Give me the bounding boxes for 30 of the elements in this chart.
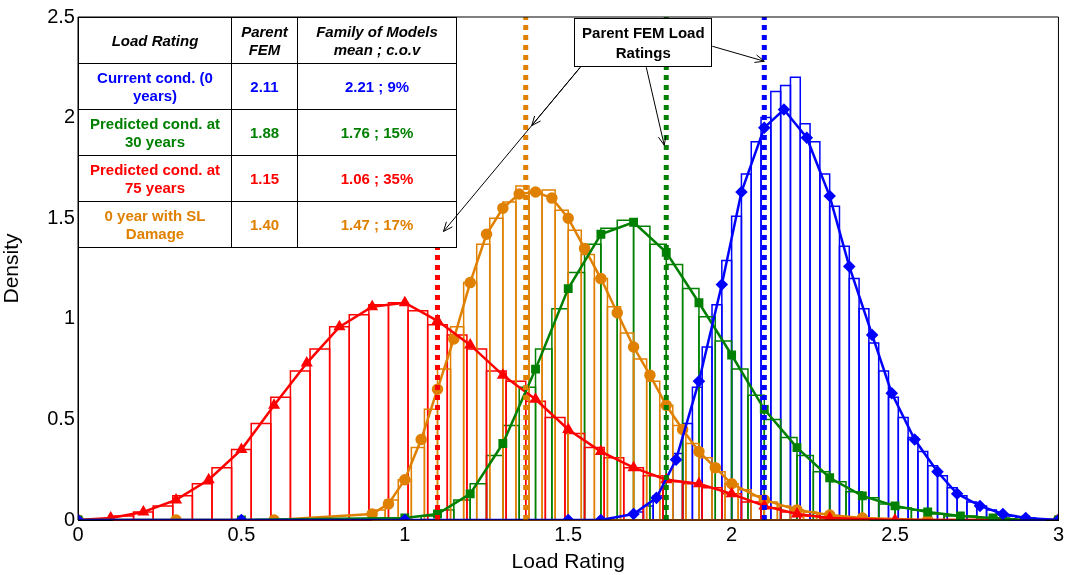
- x-axis-title: Load Rating: [511, 549, 625, 573]
- y-tick-label: 2.5: [47, 4, 75, 27]
- y-axis-title: Density: [0, 232, 23, 304]
- annotation: 1.47 ; 17%: [297, 201, 457, 248]
- y-tick-label: 1.5: [47, 205, 75, 228]
- annotation: 2.11: [231, 63, 298, 110]
- x-tick-label: 1.5: [554, 522, 583, 545]
- annotation: 1.06 ; 35%: [297, 155, 457, 202]
- annotation: Parent FEM: [231, 17, 298, 64]
- annotation: 1.40: [231, 201, 298, 248]
- annotation: Current cond. (0 years): [78, 63, 232, 110]
- annotation: Predicted cond. at 75 years: [78, 155, 232, 202]
- annotation: 2.21 ; 9%: [297, 63, 457, 110]
- x-tick-label: 2.5: [881, 522, 909, 545]
- annotation: Family of Models mean ; c.o.v: [297, 17, 457, 64]
- y-tick-label: 1: [63, 306, 75, 329]
- x-tick-label: 0.5: [227, 522, 256, 545]
- annotation: Parent FEM Load Ratings: [574, 18, 713, 68]
- y-tick-label: 0: [63, 507, 75, 530]
- annotation: 1.15: [231, 155, 298, 202]
- y-tick-label: 0.5: [47, 406, 75, 429]
- annotation: Predicted cond. at 30 years: [78, 109, 232, 156]
- x-tick-label: 1: [399, 522, 411, 545]
- x-tick-label: 3: [1052, 522, 1064, 545]
- annotation: 1.76 ; 15%: [297, 109, 457, 156]
- annotation: 0 year with SL Damage: [78, 201, 232, 248]
- annotation: 1.88: [231, 109, 298, 156]
- annotation: Load Rating: [78, 17, 232, 64]
- x-tick-label: 2: [726, 522, 738, 545]
- y-tick-label: 2: [63, 105, 75, 128]
